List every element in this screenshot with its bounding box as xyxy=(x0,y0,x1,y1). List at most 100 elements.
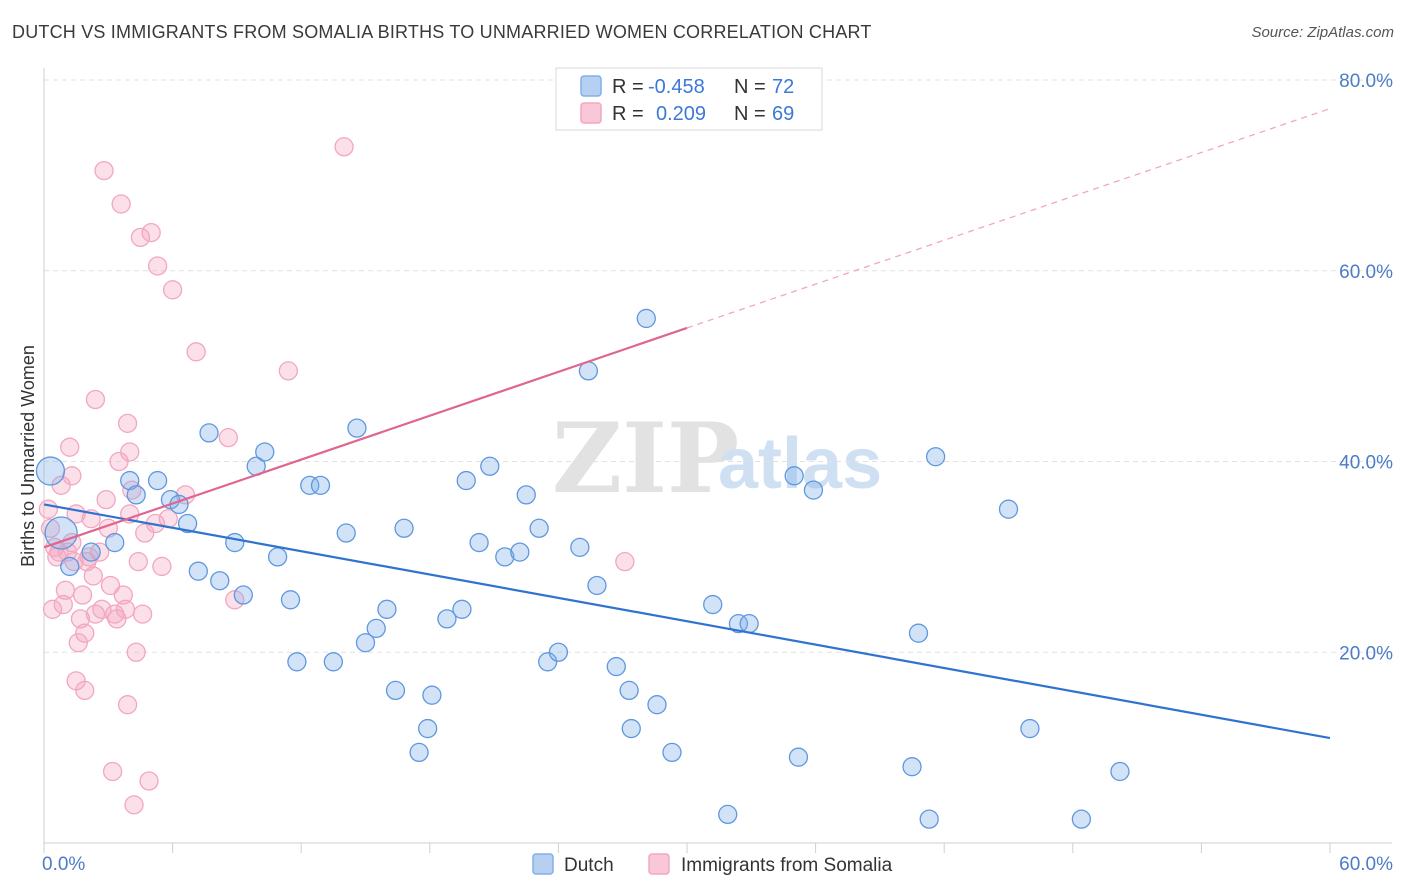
legend-dutch-n-label: N = xyxy=(734,76,766,98)
series-somalia-points xyxy=(38,137,635,815)
chart-source: Source: ZipAtlas.com xyxy=(1251,24,1394,41)
somalia-point xyxy=(75,623,95,643)
somalia-point xyxy=(115,599,136,619)
somalia-point xyxy=(186,342,206,362)
somalia-point xyxy=(72,585,93,605)
dutch-point xyxy=(469,532,489,553)
somalia-point xyxy=(162,280,183,300)
somalia-point xyxy=(70,609,91,629)
somalia-point xyxy=(132,604,153,624)
dutch-point xyxy=(210,571,230,591)
dutch-point xyxy=(902,757,922,777)
somalia-point xyxy=(55,580,76,600)
dutch-point xyxy=(81,542,101,562)
dutch-point xyxy=(908,623,929,643)
legend-swatch-dutch xyxy=(580,75,602,97)
somalia-point xyxy=(75,680,95,701)
somalia-point xyxy=(130,227,151,248)
bottom-legend-somalia: Immigrants from Somalia xyxy=(681,855,893,876)
somalia-point xyxy=(85,389,106,410)
dutch-point xyxy=(437,609,457,629)
dutch-point xyxy=(336,523,356,543)
somalia-point xyxy=(68,633,88,653)
dutch-point xyxy=(480,456,500,476)
dutch-point xyxy=(718,804,738,825)
dutch-point xyxy=(703,594,723,615)
somalia-point xyxy=(135,523,155,543)
dutch-point xyxy=(377,599,397,619)
x-tick-label-min: 0.0% xyxy=(42,854,85,875)
legend-dutch-r-label: R = xyxy=(612,76,644,98)
y-tick-label: 60.0% xyxy=(1339,262,1393,283)
somalia-point xyxy=(124,795,144,815)
dutch-point xyxy=(516,485,536,505)
dutch-point xyxy=(147,470,168,491)
dutch-point xyxy=(538,652,558,672)
dutch-point xyxy=(529,518,549,538)
dutch-point xyxy=(255,442,275,462)
bottom-legend-swatch-dutch xyxy=(532,853,554,875)
series-dutch-points xyxy=(35,308,1130,829)
somalia-point xyxy=(128,551,148,572)
dutch-point xyxy=(60,556,80,577)
dutch-point xyxy=(280,590,301,610)
dutch-point xyxy=(199,423,219,443)
somalia-point xyxy=(62,466,82,486)
watermark-zip: ZIP xyxy=(552,402,739,515)
dutch-point xyxy=(636,308,656,329)
dutch-point xyxy=(1071,809,1092,829)
somalia-point xyxy=(100,575,121,596)
somalia-point xyxy=(96,489,116,510)
somalia-point xyxy=(38,499,58,519)
legend-swatch-somalia xyxy=(580,102,602,124)
somalia-point xyxy=(120,442,140,462)
dutch-point xyxy=(347,418,367,438)
dutch-point xyxy=(126,485,146,505)
dutch-point xyxy=(739,613,759,634)
dutch-point xyxy=(188,561,208,581)
dutch-point xyxy=(587,575,607,596)
somalia-point xyxy=(53,594,73,615)
dutch-point xyxy=(647,695,667,715)
series-legend: Dutch Immigrants from Somalia xyxy=(532,853,893,876)
dutch-point xyxy=(784,466,804,486)
dutch-point xyxy=(422,685,442,705)
somalia-point xyxy=(94,160,114,181)
dutch-point xyxy=(1110,761,1130,782)
legend-somalia-n-value: 69 xyxy=(772,103,794,125)
bottom-legend-swatch-somalia xyxy=(648,853,670,875)
somalia-point xyxy=(117,695,138,715)
dutch-point xyxy=(998,499,1019,519)
dutch-point xyxy=(456,470,476,491)
somalia-point xyxy=(139,771,159,791)
dutch-point xyxy=(44,516,78,550)
dutch-trend-line xyxy=(43,503,1331,740)
legend-dutch-n-value: 72 xyxy=(772,76,794,98)
dutch-point xyxy=(418,718,438,739)
grid xyxy=(44,79,1392,653)
dutch-point xyxy=(267,547,288,567)
somalia-point xyxy=(42,599,63,619)
legend-somalia-n-label: N = xyxy=(734,103,766,125)
somalia-point xyxy=(218,428,238,448)
somalia-point xyxy=(147,256,168,276)
dutch-point xyxy=(409,742,429,763)
dutch-point xyxy=(728,613,749,634)
dutch-point xyxy=(1020,718,1040,739)
dutch-point xyxy=(619,680,639,701)
dutch-point xyxy=(225,532,245,553)
x-ticks xyxy=(43,843,1331,853)
dutch-point xyxy=(366,618,386,639)
dutch-point xyxy=(925,447,946,467)
dutch-point xyxy=(803,480,824,500)
somalia-point xyxy=(334,137,354,157)
dutch-point xyxy=(495,547,515,567)
legend-somalia-r-label: R = xyxy=(612,103,644,125)
bottom-legend-dutch: Dutch xyxy=(564,855,614,876)
dutch-point xyxy=(788,747,809,767)
somalia-point xyxy=(57,542,78,562)
somalia-point xyxy=(40,518,61,538)
dutch-point xyxy=(385,680,406,701)
dutch-point xyxy=(394,518,414,538)
